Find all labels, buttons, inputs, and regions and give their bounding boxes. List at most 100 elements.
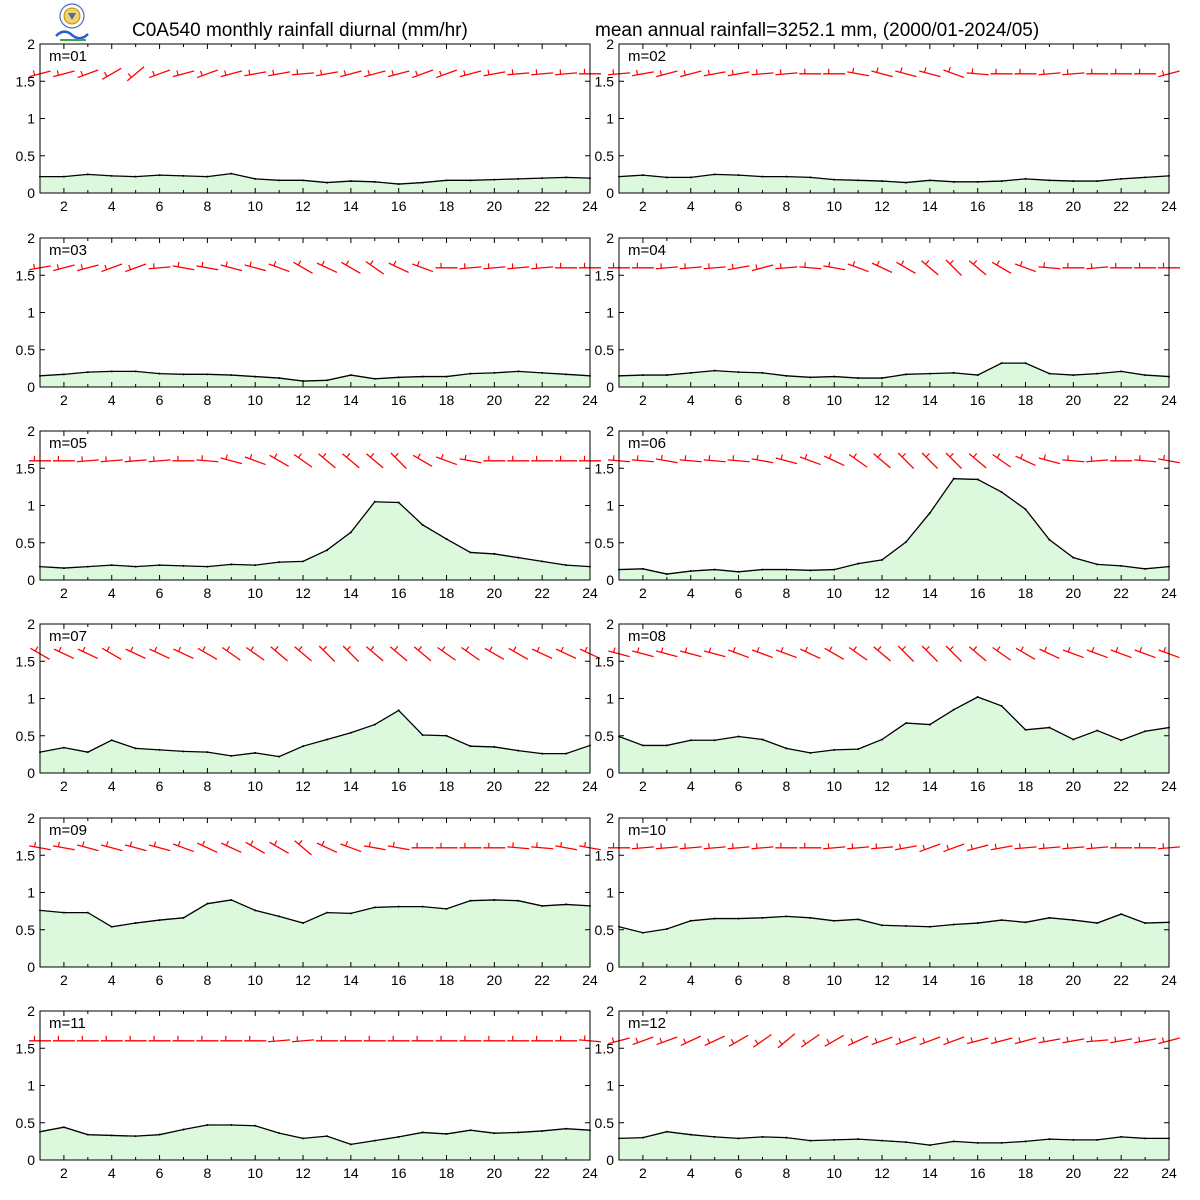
wind-barb [895,67,917,78]
x-tick-label: 2 [639,585,647,601]
x-tick-label: 6 [735,972,743,988]
data-point [325,379,328,382]
wind-barb [966,68,989,76]
wind-barb [197,840,218,854]
x-tick-label: 24 [1161,972,1177,988]
wind-barb [655,843,678,850]
y-tick-label: 0 [606,959,614,975]
wind-barb [507,263,530,270]
data-point [928,179,931,182]
y-tick-label: 1.5 [16,847,36,863]
wind-barb [751,264,774,272]
x-tick-label: 12 [874,778,890,794]
wind-barb [531,842,554,850]
wind-barb [101,67,122,80]
y-tick-label: 2 [606,616,614,632]
x-tick-label: 8 [782,392,790,408]
data-point [1072,556,1075,559]
data-point [928,372,931,375]
wind-barb [921,452,939,470]
x-tick-label: 14 [922,585,938,601]
wind-barb [751,647,774,659]
data-point [110,1134,113,1137]
x-tick-label: 6 [735,1165,743,1181]
x-tick-label: 8 [203,198,211,214]
rain-area [40,1124,590,1160]
wind-barb [799,262,822,270]
x-tick-label: 6 [156,198,164,214]
data-point [469,372,472,375]
x-tick-label: 24 [1161,392,1177,408]
data-point [1024,921,1027,924]
wind-barb [943,1036,965,1046]
data-point [62,1126,65,1129]
x-tick-label: 24 [582,392,598,408]
wind-barb [1134,647,1156,659]
x-tick-label: 10 [826,972,842,988]
x-tick-label: 4 [687,198,695,214]
wind-barb [1062,69,1085,76]
wind-barb [823,843,846,850]
data-point [302,922,305,925]
data-point [833,919,836,922]
x-tick-label: 4 [108,972,116,988]
wind-barb [921,645,939,663]
wind-barb [751,69,774,76]
wind-barb [1014,261,1037,273]
wind-barb [100,456,123,463]
y-tick-label: 1 [606,885,614,901]
wind-barb [824,1034,845,1047]
y-tick-label: 1 [606,1078,614,1094]
data-point [1048,538,1051,541]
y-tick-label: 0 [606,765,614,781]
y-tick-label: 0.5 [595,342,615,358]
wind-barb [363,1035,386,1042]
y-tick-label: 0 [27,572,35,588]
data-point [421,905,424,908]
data-point [230,898,233,901]
wind-barb [871,260,893,274]
wind-barb [728,1034,749,1047]
data-point [325,1135,328,1138]
data-point [182,1128,185,1131]
data-point [665,573,668,576]
wind-barb [1014,843,1037,850]
data-point [713,568,716,571]
data-point [689,919,692,922]
data-point [421,523,424,526]
data-point [565,564,568,567]
data-point [833,568,836,571]
data-point [1048,179,1051,182]
y-tick-label: 0.5 [16,535,36,551]
wind-barb [196,1035,219,1042]
data-point [1000,1141,1003,1144]
x-tick-label: 2 [60,972,68,988]
wind-barb [412,69,434,79]
wind-barb [483,69,506,77]
y-tick-label: 0 [27,379,35,395]
wind-barb [992,453,1011,468]
data-point [254,177,257,180]
data-point [445,179,448,182]
x-tick-label: 10 [247,1165,263,1181]
data-point [182,373,185,376]
wind-barb [871,67,893,78]
wind-barb [727,263,750,271]
x-tick-label: 10 [826,585,842,601]
data-point [373,500,376,503]
data-point [110,370,113,373]
wind-barb [555,69,578,76]
x-tick-label: 24 [1161,198,1177,214]
data-point [761,175,764,178]
data-point [857,748,860,751]
rain-line [618,478,1170,575]
data-point [517,899,520,902]
y-tick-label: 1 [27,305,35,321]
y-tick-label: 2 [606,810,614,826]
x-tick-label: 14 [343,585,359,601]
wind-barb [125,646,146,660]
data-point [254,909,257,912]
y-tick-label: 0 [606,572,614,588]
chart-title-left: C0A540 monthly rainfall diurnal (mm/hr) [132,20,468,41]
y-tick-label: 1.5 [595,1040,615,1056]
